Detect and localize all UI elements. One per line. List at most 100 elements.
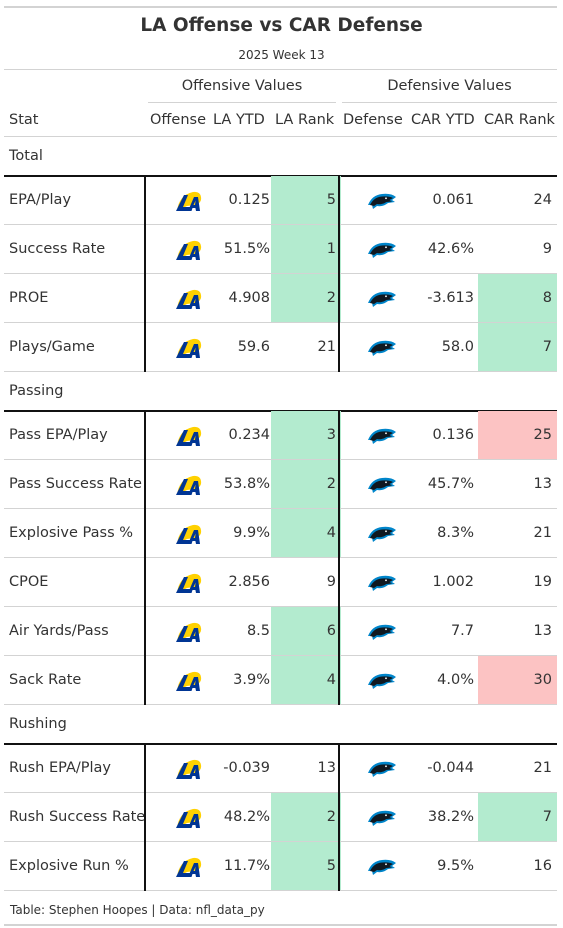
column-header-stat: Stat bbox=[9, 112, 39, 128]
header-rule bbox=[4, 136, 557, 137]
rams-logo-icon bbox=[168, 793, 208, 842]
row-divider bbox=[4, 557, 557, 558]
rams-logo-icon bbox=[168, 509, 208, 558]
la-rank-value: 2 bbox=[271, 460, 341, 509]
rams-logo-icon bbox=[168, 323, 208, 372]
bottom-rule bbox=[4, 924, 557, 926]
stat-label: EPA/Play bbox=[9, 192, 72, 208]
panthers-logo-icon bbox=[362, 225, 402, 274]
stat-label: Air Yards/Pass bbox=[9, 623, 109, 639]
la-rank-value: 4 bbox=[271, 509, 341, 558]
la-rank-value: 13 bbox=[317, 760, 336, 776]
panthers-logo-icon bbox=[362, 607, 402, 656]
rams-logo-icon bbox=[168, 176, 208, 225]
car-rank-value: 21 bbox=[533, 525, 552, 541]
panthers-logo-icon bbox=[362, 411, 402, 460]
car-rank-value: 21 bbox=[533, 760, 552, 776]
row-divider bbox=[4, 792, 557, 793]
car-ytd-value: 9.5% bbox=[437, 858, 474, 874]
car-rank-value: 8 bbox=[478, 274, 557, 323]
panthers-logo-icon bbox=[362, 274, 402, 323]
table-row: Explosive Pass % 9.9% 4 8.3% 21 bbox=[4, 509, 557, 558]
rams-logo-icon bbox=[168, 607, 208, 656]
row-divider bbox=[4, 224, 557, 225]
rams-logo-icon bbox=[168, 842, 208, 891]
stat-label: Pass Success Rate bbox=[9, 476, 142, 492]
car-rank-value: 13 bbox=[533, 623, 552, 639]
panthers-logo-icon bbox=[362, 744, 402, 793]
stat-label: Sack Rate bbox=[9, 672, 82, 688]
la-rank-value: 5 bbox=[271, 176, 341, 225]
stat-label: Rush EPA/Play bbox=[9, 760, 111, 776]
group-label: Total bbox=[9, 148, 43, 164]
la-rank-value: 2 bbox=[271, 274, 341, 323]
car-ytd-value: 8.3% bbox=[437, 525, 474, 541]
row-divider bbox=[4, 655, 557, 656]
table-row: Pass EPA/Play 0.234 3 0.136 25 bbox=[4, 411, 557, 460]
car-ytd-value: 7.7 bbox=[450, 623, 474, 639]
group-label: Rushing bbox=[9, 716, 67, 732]
panthers-logo-icon bbox=[362, 842, 402, 891]
stat-label: Rush Success Rate bbox=[9, 809, 146, 825]
title-rule bbox=[4, 69, 557, 70]
rams-logo-icon bbox=[168, 411, 208, 460]
car-ytd-value: 0.061 bbox=[432, 192, 474, 208]
stat-label: PROE bbox=[9, 290, 49, 306]
panthers-logo-icon bbox=[362, 656, 402, 705]
table-row: Explosive Run % 11.7% 5 9.5% 16 bbox=[4, 842, 557, 891]
la-ytd-value: 51.5% bbox=[223, 241, 270, 257]
table-subtitle: 2025 Week 13 bbox=[238, 48, 325, 62]
group-top-rule bbox=[4, 743, 557, 745]
table-row: Success Rate 51.5% 1 42.6% 9 bbox=[4, 225, 557, 274]
car-rank-value: 9 bbox=[542, 241, 552, 257]
panthers-logo-icon bbox=[362, 558, 402, 607]
la-ytd-value: 0.125 bbox=[228, 192, 270, 208]
la-rank-value: 6 bbox=[271, 607, 341, 656]
car-rank-value: 25 bbox=[478, 411, 557, 460]
panthers-logo-icon bbox=[362, 323, 402, 372]
table-row: CPOE 2.856 9 1.002 19 bbox=[4, 558, 557, 607]
rams-logo-icon bbox=[168, 460, 208, 509]
car-ytd-value: 38.2% bbox=[427, 809, 474, 825]
la-ytd-value: 11.7% bbox=[223, 858, 270, 874]
row-divider bbox=[4, 322, 557, 323]
stat-label: Pass EPA/Play bbox=[9, 427, 108, 443]
group-bottom-rule bbox=[4, 704, 557, 705]
row-divider bbox=[4, 273, 557, 274]
row-divider bbox=[4, 508, 557, 509]
offense-left-border bbox=[144, 176, 146, 372]
table-footer: Table: Stephen Hoopes | Data: nfl_data_p… bbox=[10, 903, 265, 917]
la-ytd-value: 59.6 bbox=[237, 339, 270, 355]
car-ytd-value: 42.6% bbox=[427, 241, 474, 257]
row-divider bbox=[4, 606, 557, 607]
stat-label: Plays/Game bbox=[9, 339, 95, 355]
car-rank-value: 19 bbox=[533, 574, 552, 590]
panthers-logo-icon bbox=[362, 793, 402, 842]
rams-logo-icon bbox=[168, 274, 208, 323]
la-rank-value: 3 bbox=[271, 411, 341, 460]
car-ytd-value: -3.613 bbox=[427, 290, 474, 306]
group-label: Passing bbox=[9, 383, 64, 399]
la-ytd-value: 0.234 bbox=[228, 427, 270, 443]
panthers-logo-icon bbox=[362, 509, 402, 558]
group-bottom-rule bbox=[4, 371, 557, 372]
car-ytd-value: -0.044 bbox=[427, 760, 474, 776]
car-rank-value: 24 bbox=[533, 192, 552, 208]
la-ytd-value: 48.2% bbox=[223, 809, 270, 825]
group-bottom-rule bbox=[4, 890, 557, 891]
table-row: Sack Rate 3.9% 4 4.0% 30 bbox=[4, 656, 557, 705]
stat-label: CPOE bbox=[9, 574, 49, 590]
stat-label: Explosive Pass % bbox=[9, 525, 134, 541]
stat-label: Explosive Run % bbox=[9, 858, 129, 874]
column-header-la-ytd: LA YTD bbox=[213, 112, 265, 128]
panthers-logo-icon bbox=[362, 460, 402, 509]
spanner-defensive-rule bbox=[342, 102, 557, 103]
defense-left-border bbox=[338, 176, 340, 372]
la-rank-value: 2 bbox=[271, 793, 341, 842]
rams-logo-icon bbox=[168, 656, 208, 705]
la-ytd-value: 3.9% bbox=[233, 672, 270, 688]
offense-left-border bbox=[144, 411, 146, 705]
rams-logo-icon bbox=[168, 558, 208, 607]
table-row: Pass Success Rate 53.8% 2 45.7% 13 bbox=[4, 460, 557, 509]
car-ytd-value: 1.002 bbox=[432, 574, 474, 590]
